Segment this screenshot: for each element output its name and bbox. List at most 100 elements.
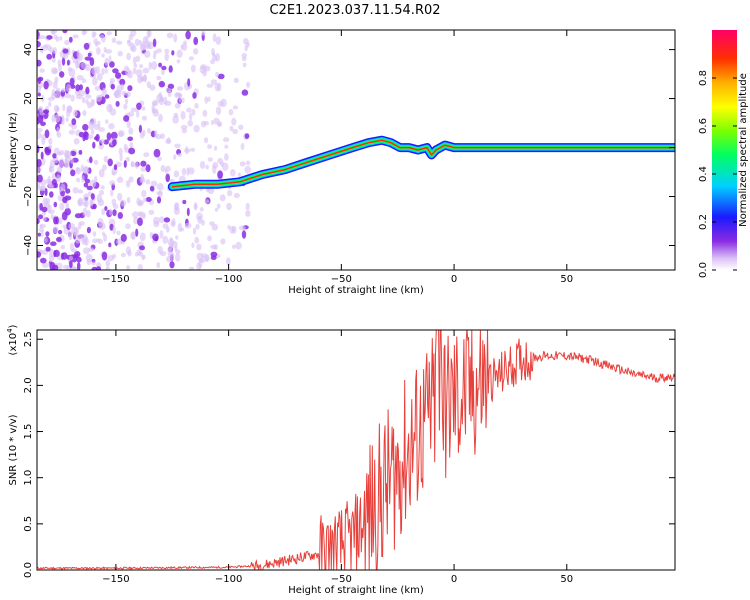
spectrogram-noise-blob (214, 145, 218, 151)
spectrogram-noise-blob (52, 226, 59, 234)
spectrogram-y-tick-label: 20 (23, 92, 34, 105)
spectrogram-noise-blob (153, 148, 161, 158)
spectrogram-noise-blob (65, 188, 71, 194)
spectrogram-noise-blob (109, 208, 113, 216)
spectrogram-panel: −150 −100 −50 0 50 −40 −20 0 20 40 Height of stra… (8, 29, 676, 296)
spectrogram-noise-blob (193, 202, 198, 211)
spectrogram-noise-blob (72, 187, 79, 194)
spectrogram-noise-blob (157, 156, 162, 162)
spectrogram-noise-blob (167, 90, 172, 98)
spectrogram-noise-blob (196, 252, 204, 261)
spectrogram-noise-blob (132, 67, 137, 75)
spectrogram-noise-blob (54, 114, 61, 123)
spectrogram-noise-blob (112, 68, 119, 74)
spectrogram-noise-blob (162, 235, 169, 244)
spectrogram-noise-blob (112, 203, 119, 210)
spectrogram-noise-blob (60, 252, 65, 260)
spectrogram-noise-blob (53, 201, 58, 208)
spectrogram-noise-blob (71, 118, 77, 126)
spectrogram-noise-blob (41, 206, 48, 213)
spectrogram-noise-blob (99, 34, 105, 39)
spectrogram-noise-blob (241, 52, 248, 59)
spectrogram-noise-blob (95, 42, 99, 47)
spectrogram-noise-blob (194, 102, 199, 109)
spectrogram-noise-blob (42, 262, 49, 268)
spectrogram-noise-blob (202, 69, 208, 77)
spectrogram-y-tick-label: −20 (23, 186, 34, 207)
spectrogram-noise-blob (123, 115, 130, 122)
spectrogram-noise-blob (220, 238, 226, 245)
spectrogram-noise-blob (86, 259, 92, 266)
spectrogram-noise-blob (92, 203, 97, 210)
spectrogram-noise-blob (169, 261, 175, 269)
spectrogram-noise-blob (156, 183, 164, 191)
spectrogram-x-tick-label: −150 (102, 274, 129, 285)
spectrogram-noise-blob (149, 84, 156, 91)
spectrogram-noise-blob (233, 192, 240, 199)
spectrogram-noise-blob (75, 94, 83, 100)
spectrogram-noise-blob (128, 33, 134, 41)
spectrogram-noise-blob (74, 238, 81, 244)
spectrogram-noise-blob (76, 262, 81, 270)
spectrogram-noise-blob (125, 68, 131, 77)
spectrogram-noise-blob (69, 259, 73, 269)
spectrogram-noise-blob (45, 246, 51, 252)
snr-y-tick-label: 2.0 (23, 377, 34, 393)
spectrogram-noise-blob (125, 91, 131, 98)
spectrogram-noise-blob (47, 44, 51, 51)
spectrogram-noise-blob (65, 84, 72, 93)
spectrogram-noise-blob (146, 41, 151, 48)
spectrogram-noise-blob (193, 36, 199, 46)
colorbar-gradient (712, 30, 737, 270)
spectrogram-noise-blob (242, 62, 247, 68)
spectrogram-noise-blob (229, 169, 236, 177)
spectrogram-noise-blob (37, 145, 40, 153)
spectrogram-noise-blob (105, 49, 113, 54)
spectrogram-noise-blob (210, 79, 218, 85)
spectrogram-noise-blob (103, 233, 108, 242)
spectrogram-noise-blob (56, 237, 62, 242)
spectrogram-noise-blob (175, 252, 181, 262)
spectrogram-noise-blob (204, 199, 210, 204)
spectrogram-noise-blob (86, 185, 93, 191)
spectrogram-noise-blob (137, 264, 143, 270)
spectrogram-noise-blob (134, 38, 140, 47)
spectrogram-noise-blob (139, 245, 145, 251)
spectrogram-noise-blob (95, 94, 103, 102)
spectrogram-noise-blob (106, 31, 112, 36)
spectrogram-noise-blob (40, 257, 47, 264)
spectrogram-noise-blob (105, 260, 111, 267)
spectrogram-noise-blob (212, 55, 218, 62)
spectrogram-noise-blob (43, 80, 49, 90)
spectrogram-noise-blob (244, 45, 248, 52)
snr-ticks: −150 −100 −50 0 50 0.0 0.5 1.0 1.5 2.0 2.5 (23, 330, 675, 585)
spectrogram-noise-blob (187, 120, 193, 127)
spectrogram-noise-blob (135, 55, 141, 62)
spectrogram-noise-blob (130, 160, 135, 168)
spectrogram-noise-blob (219, 194, 226, 202)
spectrogram-noise-blob (53, 34, 58, 40)
colorbar-label: Normalized spectral amplitude (738, 73, 749, 227)
spectrogram-noise-blob (61, 57, 66, 66)
spectrogram-noise-blob (224, 153, 229, 161)
spectrogram-y-tick-label: 40 (23, 43, 34, 56)
spectrogram-noise-blob (165, 87, 172, 93)
spectrogram-noise-blob (164, 48, 170, 54)
spectrogram-noise-blob (209, 221, 215, 226)
spectrogram-noise-blob (98, 168, 105, 178)
spectrogram-noise-blob (245, 210, 251, 217)
spectrogram-noise-blob (37, 132, 43, 139)
spectrogram-noise-blob (116, 40, 123, 45)
spectrogram-noise-blob (77, 52, 83, 62)
spectrogram-noise-blob (186, 107, 192, 113)
spectrogram-noise-blob (149, 185, 155, 192)
spectrogram-noise-blob (74, 213, 82, 219)
spectrogram-noise-blob (207, 96, 211, 102)
spectrogram-noise-blob (245, 160, 251, 166)
spectrogram-noise-blob (158, 113, 163, 123)
spectrogram-noise-blob (130, 107, 138, 113)
spectrogram-noise-blob (97, 238, 104, 244)
spectrogram-noise-blob (170, 221, 176, 227)
spectrogram-noise-blob (64, 154, 70, 159)
spectrogram-noise-blob (128, 176, 134, 183)
